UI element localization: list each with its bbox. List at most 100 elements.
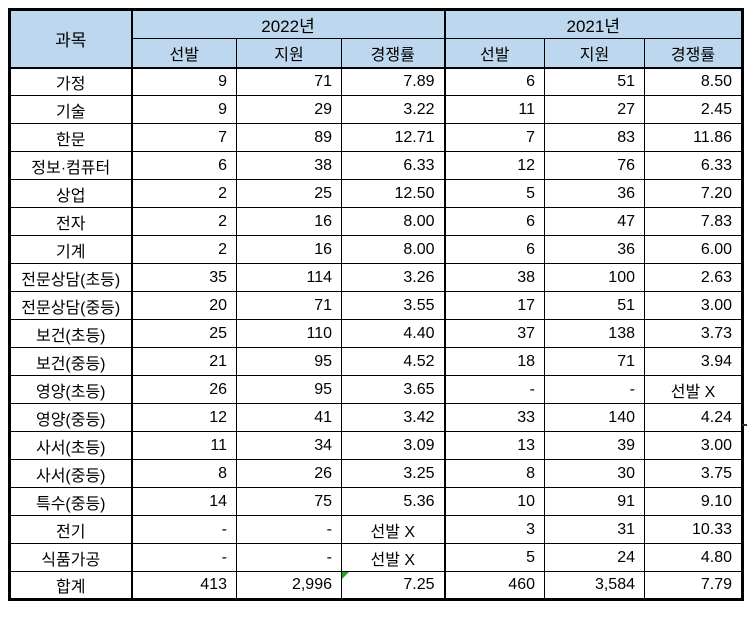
data-cell: 3.55 [341,291,446,320]
data-cell: 3.75 [644,459,743,488]
data-cell: 25 [236,179,342,208]
subject-cell: 전자 [9,207,133,236]
subject-cell: 전기 [9,515,133,544]
cell-value: 20 [209,296,227,314]
cell-value: 17 [517,296,535,314]
data-cell: 35 [131,263,237,292]
data-cell: 413 [131,571,237,600]
cell-value: 8.00 [403,212,435,230]
subject-cell: 영양(중등) [9,403,133,432]
cell-value: 39 [617,436,635,454]
data-cell: 71 [236,291,342,320]
data-cell: 31 [544,515,645,544]
cell-value: 110 [306,324,332,342]
cell-value: 25 [314,184,332,202]
cell-value: 47 [617,212,635,230]
data-cell: 3.26 [341,263,446,292]
cell-value: 6 [526,72,535,90]
data-cell: 24 [544,543,645,572]
table-row: 보건(중등) 21 95 4.52 18 71 3.94 [9,347,743,376]
cell-value: 11 [210,436,227,454]
data-cell: 10 [444,487,545,516]
data-cell: 2 [131,235,237,264]
col-header-seonbal-2021: 선발 [444,38,545,69]
data-cell: 8.00 [341,235,446,264]
cell-value: 3.00 [700,296,732,314]
data-cell: 460 [444,571,545,600]
table-row: 정보·컴퓨터 6 38 6.33 12 76 6.33 [9,151,743,180]
data-cell: 2,996 [236,571,342,600]
cell-value: 6 [526,212,535,230]
cell-value: 8.50 [700,72,732,90]
subject-cell: 합계 [9,571,133,600]
data-cell: 3.25 [341,459,446,488]
data-cell: 39 [544,431,645,460]
cell-value: 2,996 [291,576,332,593]
cell-value: 30 [617,464,635,482]
cell-value: 선발 X [370,551,416,569]
cell-value: 3.25 [403,464,435,482]
data-cell: - [444,375,545,404]
cell-value: 12 [517,156,535,174]
data-cell: 11 [444,95,545,124]
subject-cell: 식품가공 [9,543,133,572]
data-cell: - [236,543,342,572]
cell-value: 29 [314,100,332,118]
cell-value: 5 [526,184,535,202]
cell-value: 16 [314,212,332,230]
cell-value: 2 [218,184,227,202]
data-cell: 선발 X [341,543,446,572]
data-cell: 110 [236,319,342,348]
data-cell: 7.79 [644,571,743,600]
data-cell: 75 [236,487,342,516]
data-cell: 3.09 [341,431,446,460]
cell-value: - [629,380,635,398]
data-cell: 26 [131,375,237,404]
cell-value: 2.63 [700,268,732,286]
subject-cell: 사서(초등) [9,431,133,460]
subject-cell: 기술 [9,95,133,124]
col-header-gyeongjaengryul-2022: 경쟁률 [341,38,446,69]
data-cell: 2 [131,179,237,208]
subject-cell: 정보·컴퓨터 [9,151,133,180]
data-cell: 7 [444,123,545,152]
data-cell: 41 [236,403,342,432]
cell-value: 3.26 [403,268,435,286]
cell-value: 34 [314,436,332,454]
cell-value: 3.65 [403,380,435,398]
data-cell: 21 [131,347,237,376]
cell-value: 18 [517,352,535,370]
data-cell: 6.33 [341,151,446,180]
data-cell: 26 [236,459,342,488]
cell-value: 38 [314,156,332,174]
cell-value: 71 [617,352,635,370]
subject-cell: 보건(중등) [9,347,133,376]
cell-value: 100 [608,268,635,286]
table-row: 전문상담(중등) 20 71 3.55 17 51 3.00 [9,291,743,320]
data-cell: 140 [544,403,645,432]
data-cell: 12 [131,403,237,432]
cell-value: 71 [314,72,332,90]
data-cell: 33 [444,403,545,432]
cell-value: 31 [617,520,635,538]
cell-value: 10 [517,492,535,510]
table-row: 특수(중등) 14 75 5.36 10 91 9.10 [9,487,743,516]
data-cell: 3 [444,515,545,544]
data-cell: 7.25 [341,571,446,600]
subject-cell: 특수(중등) [9,487,133,516]
cell-value: 4.80 [700,548,732,566]
data-cell: 4.52 [341,347,446,376]
cell-value: 6.00 [700,240,732,258]
cell-value: 75 [314,492,332,510]
cell-value: 3.09 [403,436,435,454]
data-cell: 3.73 [644,319,743,348]
data-cell: - [131,515,237,544]
data-cell: 9 [131,95,237,124]
data-cell: 8 [444,459,545,488]
data-cell: 71 [544,347,645,376]
data-cell: 2.45 [644,95,743,124]
data-cell: 38 [444,263,545,292]
cell-value: 21 [209,352,227,370]
cell-value: - [326,520,332,538]
cell-value: 12 [209,408,227,426]
